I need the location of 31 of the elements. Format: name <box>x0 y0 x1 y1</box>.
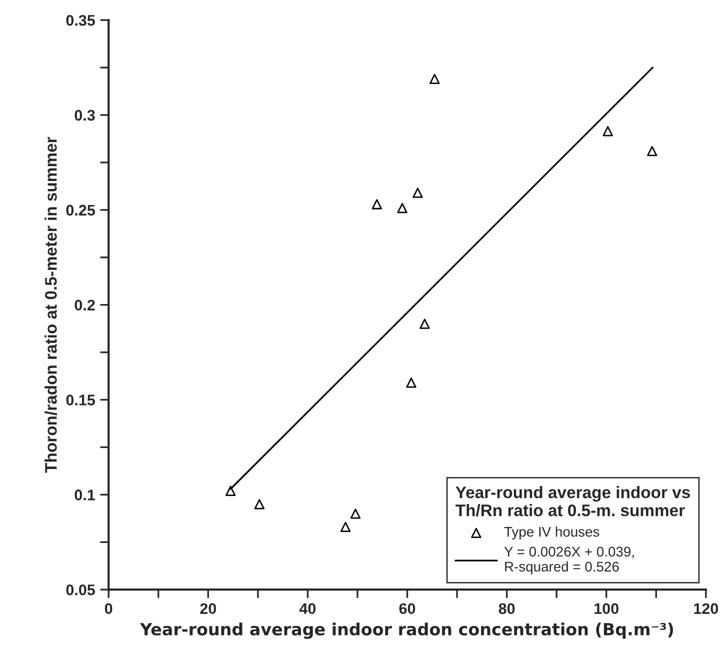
x-tick-label: 60 <box>399 603 416 614</box>
point <box>350 508 361 519</box>
point <box>412 188 423 198</box>
y-tick-label: 0.2 <box>74 300 95 311</box>
point <box>647 146 658 156</box>
x-tick-label: 20 <box>200 603 216 614</box>
y-tick-label: 0.1 <box>74 490 95 500</box>
y-tick-label: 0.25 <box>66 204 95 216</box>
point <box>372 199 382 210</box>
x-tick-label: 0 <box>104 603 112 614</box>
x-tick-label: 80 <box>498 603 515 614</box>
point <box>602 126 613 136</box>
point <box>225 486 236 496</box>
x-tick-label: 40 <box>299 603 316 614</box>
y-tick-label: 0.05 <box>66 584 95 596</box>
legend-label: Y = 0.0026X + 0.039, R-squared = 0.526 <box>504 546 634 574</box>
point <box>254 499 265 510</box>
y-tick-label: 0.35 <box>66 14 95 26</box>
x-tick-label: 120 <box>694 603 718 614</box>
point <box>340 522 351 532</box>
x-axis-title: Year-round average indoor radon concentration (Bq.m⁻³) <box>140 622 674 639</box>
legend-title: Year-round average indoor vs Th/Rn ratio at 0.5-m. summer <box>456 486 690 516</box>
point <box>430 74 440 84</box>
y-axis-title: Thoron/radon ratio at 0.5-meter in summer <box>44 137 57 473</box>
point <box>397 202 408 214</box>
y-tick-label: 0.3 <box>74 110 95 121</box>
y-tick-label: 0.15 <box>66 394 95 406</box>
point <box>406 378 416 388</box>
legend-label: Type IV houses <box>504 526 600 540</box>
point <box>420 318 430 329</box>
x-tick-label: 100 <box>594 603 618 614</box>
